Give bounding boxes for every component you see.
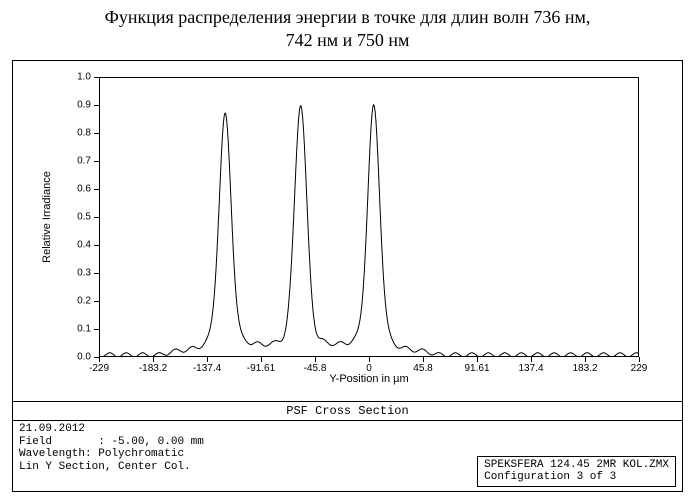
y-tick-label: 0.1 xyxy=(61,324,91,335)
x-tick-label: 229 xyxy=(631,363,648,374)
x-tick-label: 45.8 xyxy=(413,363,432,374)
x-tick xyxy=(585,357,586,362)
x-tick-label: -183.2 xyxy=(139,363,167,374)
y-tick xyxy=(94,189,99,190)
x-tick xyxy=(531,357,532,362)
x-tick xyxy=(477,357,478,362)
y-tick xyxy=(94,161,99,162)
y-tick-label: 0.9 xyxy=(61,100,91,111)
x-tick xyxy=(153,357,154,362)
title-line-2: 742 нм и 750 нм xyxy=(286,30,410,50)
y-tick-label: 0.5 xyxy=(61,212,91,223)
x-tick xyxy=(369,357,370,362)
meta-field-row: Field : -5.00, 0.00 mm xyxy=(19,436,676,449)
x-tick xyxy=(639,357,640,362)
y-tick xyxy=(94,357,99,358)
y-axis-title: Relative Irradiance xyxy=(41,171,53,263)
psf-curve xyxy=(99,77,639,357)
y-tick-label: 0.7 xyxy=(61,156,91,167)
x-tick-label: -137.4 xyxy=(193,363,221,374)
y-tick-label: 1.0 xyxy=(61,72,91,83)
y-tick xyxy=(94,77,99,78)
x-tick-label: -91.61 xyxy=(247,363,275,374)
y-tick xyxy=(94,105,99,106)
x-tick-label: 137.4 xyxy=(518,363,543,374)
section-title-text: PSF Cross Section xyxy=(286,404,408,418)
y-tick xyxy=(94,133,99,134)
meta-field-value: : -5.00, 0.00 mm xyxy=(98,436,204,448)
title-line-1: Функция распределения энергии в точке дл… xyxy=(105,7,591,27)
x-tick xyxy=(423,357,424,362)
y-tick-label: 0.3 xyxy=(61,268,91,279)
y-tick-label: 0.2 xyxy=(61,296,91,307)
x-tick-label: 91.61 xyxy=(464,363,489,374)
y-tick xyxy=(94,245,99,246)
outer-frame: -229-183.2-137.4-91.61-45.8045.891.61137… xyxy=(12,60,683,492)
page-root: Функция распределения энергии в точке дл… xyxy=(0,0,695,500)
x-tick xyxy=(99,357,100,362)
meta-wavelength-label: Wavelength: xyxy=(19,448,92,460)
x-tick-label: -229 xyxy=(89,363,109,374)
y-tick xyxy=(94,217,99,218)
meta-field-label: Field xyxy=(19,436,52,448)
y-tick-label: 0.4 xyxy=(61,240,91,251)
plot-region: -229-183.2-137.4-91.61-45.8045.891.61137… xyxy=(59,71,649,391)
x-axis-title: Y-Position in µm xyxy=(329,373,408,385)
x-tick xyxy=(261,357,262,362)
y-tick-label: 0.0 xyxy=(61,352,91,363)
y-tick xyxy=(94,329,99,330)
meta-wavelength-value: Polychromatic xyxy=(98,448,184,460)
y-tick-label: 0.6 xyxy=(61,184,91,195)
y-tick xyxy=(94,301,99,302)
x-tick xyxy=(207,357,208,362)
footer-right-line1: SPEKSFERA 124.45 2MR KOL.ZMX xyxy=(484,459,669,472)
x-tick-label: 183.2 xyxy=(572,363,597,374)
meta-date: 21.09.2012 xyxy=(19,423,676,436)
section-title-bar: PSF Cross Section xyxy=(13,401,682,421)
y-tick-label: 0.8 xyxy=(61,128,91,139)
footer-right-box: SPEKSFERA 124.45 2MR KOL.ZMX Configurati… xyxy=(477,456,676,487)
x-tick-label: -45.8 xyxy=(304,363,327,374)
x-tick xyxy=(315,357,316,362)
footer-right-line2: Configuration 3 of 3 xyxy=(484,471,669,484)
page-title: Функция распределения энергии в точке дл… xyxy=(0,0,695,55)
y-tick xyxy=(94,273,99,274)
